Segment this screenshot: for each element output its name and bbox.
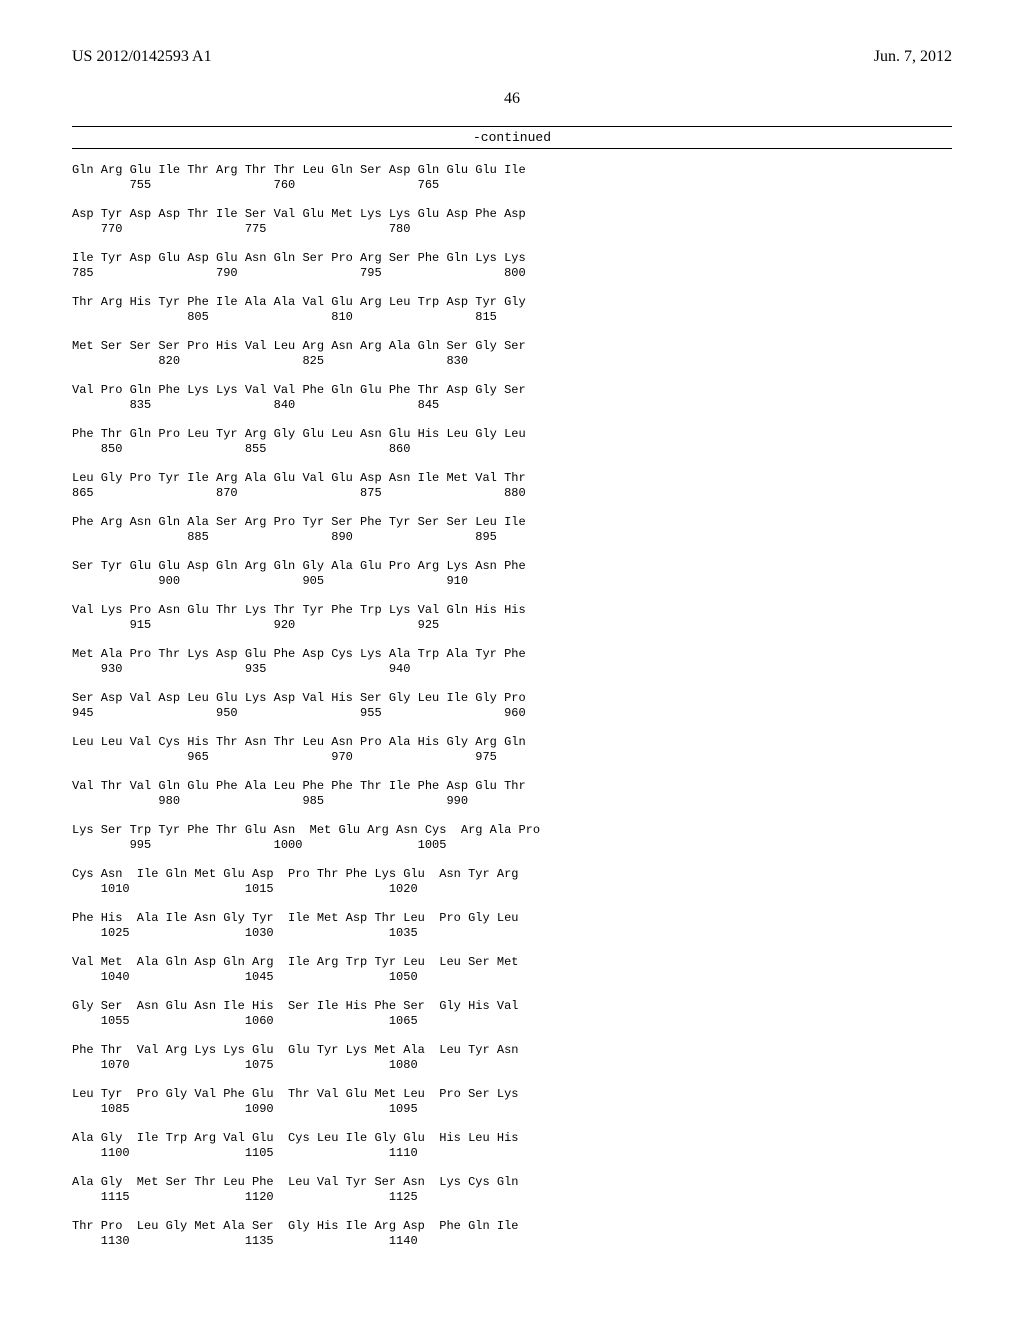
position-number-line: 945 950 955 960 [72, 706, 952, 721]
amino-acid-line: Leu Gly Pro Tyr Ile Arg Ala Glu Val Glu … [72, 471, 952, 486]
amino-acid-line: Ser Asp Val Asp Leu Glu Lys Asp Val His … [72, 691, 952, 706]
sequence-block: Ala Gly Ile Trp Arg Val Glu Cys Leu Ile … [72, 1131, 952, 1161]
position-number-line: 805 810 815 [72, 310, 952, 325]
amino-acid-line: Ala Gly Ile Trp Arg Val Glu Cys Leu Ile … [72, 1131, 952, 1146]
position-number-line: 1040 1045 1050 [72, 970, 952, 985]
amino-acid-line: Val Met Ala Gln Asp Gln Arg Ile Arg Trp … [72, 955, 952, 970]
position-number-line: 1115 1120 1125 [72, 1190, 952, 1205]
sequence-block: Phe His Ala Ile Asn Gly Tyr Ile Met Asp … [72, 911, 952, 941]
amino-acid-line: Thr Arg His Tyr Phe Ile Ala Ala Val Glu … [72, 295, 952, 310]
position-number-line: 915 920 925 [72, 618, 952, 633]
amino-acid-line: Val Thr Val Gln Glu Phe Ala Leu Phe Phe … [72, 779, 952, 794]
position-number-line: 785 790 795 800 [72, 266, 952, 281]
sequence-block: Val Lys Pro Asn Glu Thr Lys Thr Tyr Phe … [72, 603, 952, 633]
publication-number: US 2012/0142593 A1 [72, 48, 212, 66]
amino-acid-line: Phe Arg Asn Gln Ala Ser Arg Pro Tyr Ser … [72, 515, 952, 530]
position-number-line: 1010 1015 1020 [72, 882, 952, 897]
sequence-listing: Gln Arg Glu Ile Thr Arg Thr Thr Leu Gln … [72, 163, 952, 1249]
position-number-line: 930 935 940 [72, 662, 952, 677]
amino-acid-line: Phe Thr Val Arg Lys Lys Glu Glu Tyr Lys … [72, 1043, 952, 1058]
sequence-block: Phe Thr Gln Pro Leu Tyr Arg Gly Glu Leu … [72, 427, 952, 457]
position-number-line: 1070 1075 1080 [72, 1058, 952, 1073]
amino-acid-line: Met Ala Pro Thr Lys Asp Glu Phe Asp Cys … [72, 647, 952, 662]
position-number-line: 1025 1030 1035 [72, 926, 952, 941]
position-number-line: 965 970 975 [72, 750, 952, 765]
position-number-line: 820 825 830 [72, 354, 952, 369]
amino-acid-line: Gln Arg Glu Ile Thr Arg Thr Thr Leu Gln … [72, 163, 952, 178]
amino-acid-line: Leu Tyr Pro Gly Val Phe Glu Thr Val Glu … [72, 1087, 952, 1102]
sequence-block: Gly Ser Asn Glu Asn Ile His Ser Ile His … [72, 999, 952, 1029]
sequence-block: Phe Arg Asn Gln Ala Ser Arg Pro Tyr Ser … [72, 515, 952, 545]
page-number: 46 [72, 90, 952, 108]
position-number-line: 995 1000 1005 [72, 838, 952, 853]
sequence-block: Ala Gly Met Ser Thr Leu Phe Leu Val Tyr … [72, 1175, 952, 1205]
sequence-block: Ile Tyr Asp Glu Asp Glu Asn Gln Ser Pro … [72, 251, 952, 281]
sequence-block: Asp Tyr Asp Asp Thr Ile Ser Val Glu Met … [72, 207, 952, 237]
position-number-line: 1100 1105 1110 [72, 1146, 952, 1161]
position-number-line: 850 855 860 [72, 442, 952, 457]
page: US 2012/0142593 A1 Jun. 7, 2012 46 -cont… [0, 0, 1024, 1320]
amino-acid-line: Lys Ser Trp Tyr Phe Thr Glu Asn Met Glu … [72, 823, 952, 838]
page-header: US 2012/0142593 A1 Jun. 7, 2012 [72, 48, 952, 66]
sequence-block: Val Met Ala Gln Asp Gln Arg Ile Arg Trp … [72, 955, 952, 985]
amino-acid-line: Val Lys Pro Asn Glu Thr Lys Thr Tyr Phe … [72, 603, 952, 618]
publication-date: Jun. 7, 2012 [874, 48, 952, 66]
sequence-block: Ser Asp Val Asp Leu Glu Lys Asp Val His … [72, 691, 952, 721]
amino-acid-line: Val Pro Gln Phe Lys Lys Val Val Phe Gln … [72, 383, 952, 398]
sequence-block: Thr Arg His Tyr Phe Ile Ala Ala Val Glu … [72, 295, 952, 325]
sequence-block: Lys Ser Trp Tyr Phe Thr Glu Asn Met Glu … [72, 823, 952, 853]
continued-divider: -continued [72, 126, 952, 149]
position-number-line: 770 775 780 [72, 222, 952, 237]
position-number-line: 1085 1090 1095 [72, 1102, 952, 1117]
sequence-block: Leu Tyr Pro Gly Val Phe Glu Thr Val Glu … [72, 1087, 952, 1117]
sequence-block: Met Ser Ser Ser Pro His Val Leu Arg Asn … [72, 339, 952, 369]
position-number-line: 885 890 895 [72, 530, 952, 545]
amino-acid-line: Phe Thr Gln Pro Leu Tyr Arg Gly Glu Leu … [72, 427, 952, 442]
position-number-line: 835 840 845 [72, 398, 952, 413]
sequence-block: Val Pro Gln Phe Lys Lys Val Val Phe Gln … [72, 383, 952, 413]
amino-acid-line: Ser Tyr Glu Glu Asp Gln Arg Gln Gly Ala … [72, 559, 952, 574]
amino-acid-line: Cys Asn Ile Gln Met Glu Asp Pro Thr Phe … [72, 867, 952, 882]
position-number-line: 865 870 875 880 [72, 486, 952, 501]
amino-acid-line: Asp Tyr Asp Asp Thr Ile Ser Val Glu Met … [72, 207, 952, 222]
sequence-block: Met Ala Pro Thr Lys Asp Glu Phe Asp Cys … [72, 647, 952, 677]
sequence-block: Gln Arg Glu Ile Thr Arg Thr Thr Leu Gln … [72, 163, 952, 193]
sequence-block: Phe Thr Val Arg Lys Lys Glu Glu Tyr Lys … [72, 1043, 952, 1073]
continued-label: -continued [72, 128, 952, 147]
amino-acid-line: Ile Tyr Asp Glu Asp Glu Asn Gln Ser Pro … [72, 251, 952, 266]
amino-acid-line: Phe His Ala Ile Asn Gly Tyr Ile Met Asp … [72, 911, 952, 926]
sequence-block: Leu Gly Pro Tyr Ile Arg Ala Glu Val Glu … [72, 471, 952, 501]
position-number-line: 900 905 910 [72, 574, 952, 589]
position-number-line: 755 760 765 [72, 178, 952, 193]
amino-acid-line: Gly Ser Asn Glu Asn Ile His Ser Ile His … [72, 999, 952, 1014]
amino-acid-line: Thr Pro Leu Gly Met Ala Ser Gly His Ile … [72, 1219, 952, 1234]
sequence-block: Thr Pro Leu Gly Met Ala Ser Gly His Ile … [72, 1219, 952, 1249]
sequence-block: Leu Leu Val Cys His Thr Asn Thr Leu Asn … [72, 735, 952, 765]
position-number-line: 980 985 990 [72, 794, 952, 809]
amino-acid-line: Leu Leu Val Cys His Thr Asn Thr Leu Asn … [72, 735, 952, 750]
sequence-block: Val Thr Val Gln Glu Phe Ala Leu Phe Phe … [72, 779, 952, 809]
position-number-line: 1130 1135 1140 [72, 1234, 952, 1249]
sequence-block: Ser Tyr Glu Glu Asp Gln Arg Gln Gly Ala … [72, 559, 952, 589]
amino-acid-line: Ala Gly Met Ser Thr Leu Phe Leu Val Tyr … [72, 1175, 952, 1190]
amino-acid-line: Met Ser Ser Ser Pro His Val Leu Arg Asn … [72, 339, 952, 354]
position-number-line: 1055 1060 1065 [72, 1014, 952, 1029]
sequence-block: Cys Asn Ile Gln Met Glu Asp Pro Thr Phe … [72, 867, 952, 897]
